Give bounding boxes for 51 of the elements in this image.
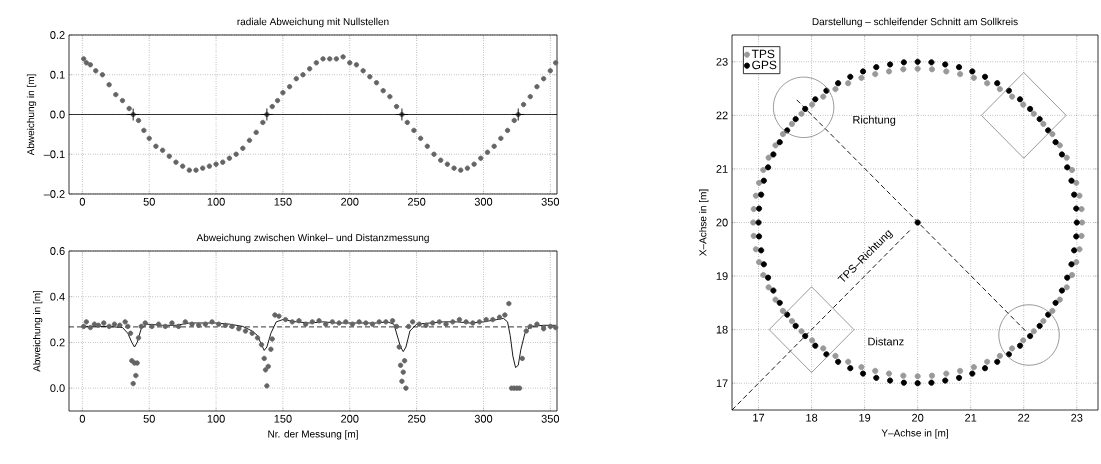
x-tick-label: 150 <box>274 414 292 423</box>
y-axis-title: Abweichung in [m] <box>26 74 37 156</box>
y-tick-label: 19 <box>716 272 728 280</box>
x-axis-title: Nr. der Messung [m] <box>268 430 358 440</box>
y-tick-label: 0.0 <box>50 110 65 119</box>
y-tick-label: 20 <box>716 218 728 227</box>
y-tick-label: 0.4 <box>50 292 65 301</box>
annotation: Distanz <box>868 337 904 346</box>
x-tick-label: 100 <box>207 197 225 206</box>
y-tick-label: –0.2 <box>43 190 65 198</box>
x-tick-label: 300 <box>474 414 493 423</box>
y-tick-label: 22 <box>716 111 728 120</box>
x-tick-label: 150 <box>274 197 292 206</box>
x-tick-label: 50 <box>143 414 155 423</box>
x-tick-label: 200 <box>341 414 359 423</box>
x-tick-label: 23 <box>1071 413 1083 422</box>
x-tick-label: 22 <box>1018 413 1030 422</box>
x-tick-label: 250 <box>407 414 426 423</box>
x-tick-label: 0 <box>79 414 85 423</box>
x-axis-title: Y–Achse in [m] <box>881 429 948 439</box>
x-tick-label: 250 <box>407 197 426 206</box>
x-tick-label: 17 <box>753 413 765 422</box>
x-tick-label: 21 <box>965 413 977 422</box>
y-tick-label: 21 <box>716 165 728 173</box>
y-tick-label: 0.0 <box>50 384 65 393</box>
x-tick-label: 18 <box>806 413 818 422</box>
x-tick-label: 350 <box>541 197 560 206</box>
legend-label: GPS <box>752 60 777 70</box>
y-axis-title: Abweichung in [m] <box>32 290 43 372</box>
y-tick-label: 17 <box>716 379 728 387</box>
x-tick-label: 20 <box>912 413 924 422</box>
chart-title: Darstellung – schleifender Schnitt am Sollkreis <box>812 17 1018 28</box>
chart-title: Abweichung zwischen Winkel– und Distanzmessung <box>196 233 429 244</box>
annotation: Richtung <box>853 115 896 126</box>
x-tick-label: 100 <box>207 414 225 423</box>
x-tick-label: 350 <box>541 414 560 423</box>
y-tick-label: –0.1 <box>43 150 65 159</box>
x-tick-label: 50 <box>143 197 155 206</box>
y-tick-label: 18 <box>716 325 728 334</box>
chart-title: radiale Abweichung mit Nullstellen <box>237 17 389 28</box>
y-tick-label: 0.1 <box>50 70 65 79</box>
x-tick-label: 200 <box>341 197 359 206</box>
x-tick-label: 0 <box>79 197 85 206</box>
x-tick-label: 300 <box>474 197 493 206</box>
y-tick-label: 0.6 <box>50 247 65 255</box>
y-tick-label: 0.2 <box>50 31 65 39</box>
y-tick-label: 0.2 <box>50 338 65 347</box>
y-axis-title: X–Achse in [m] <box>699 189 709 256</box>
x-tick-label: 19 <box>859 413 871 422</box>
y-tick-label: 23 <box>716 57 728 66</box>
legend-label: TPS <box>751 49 775 59</box>
